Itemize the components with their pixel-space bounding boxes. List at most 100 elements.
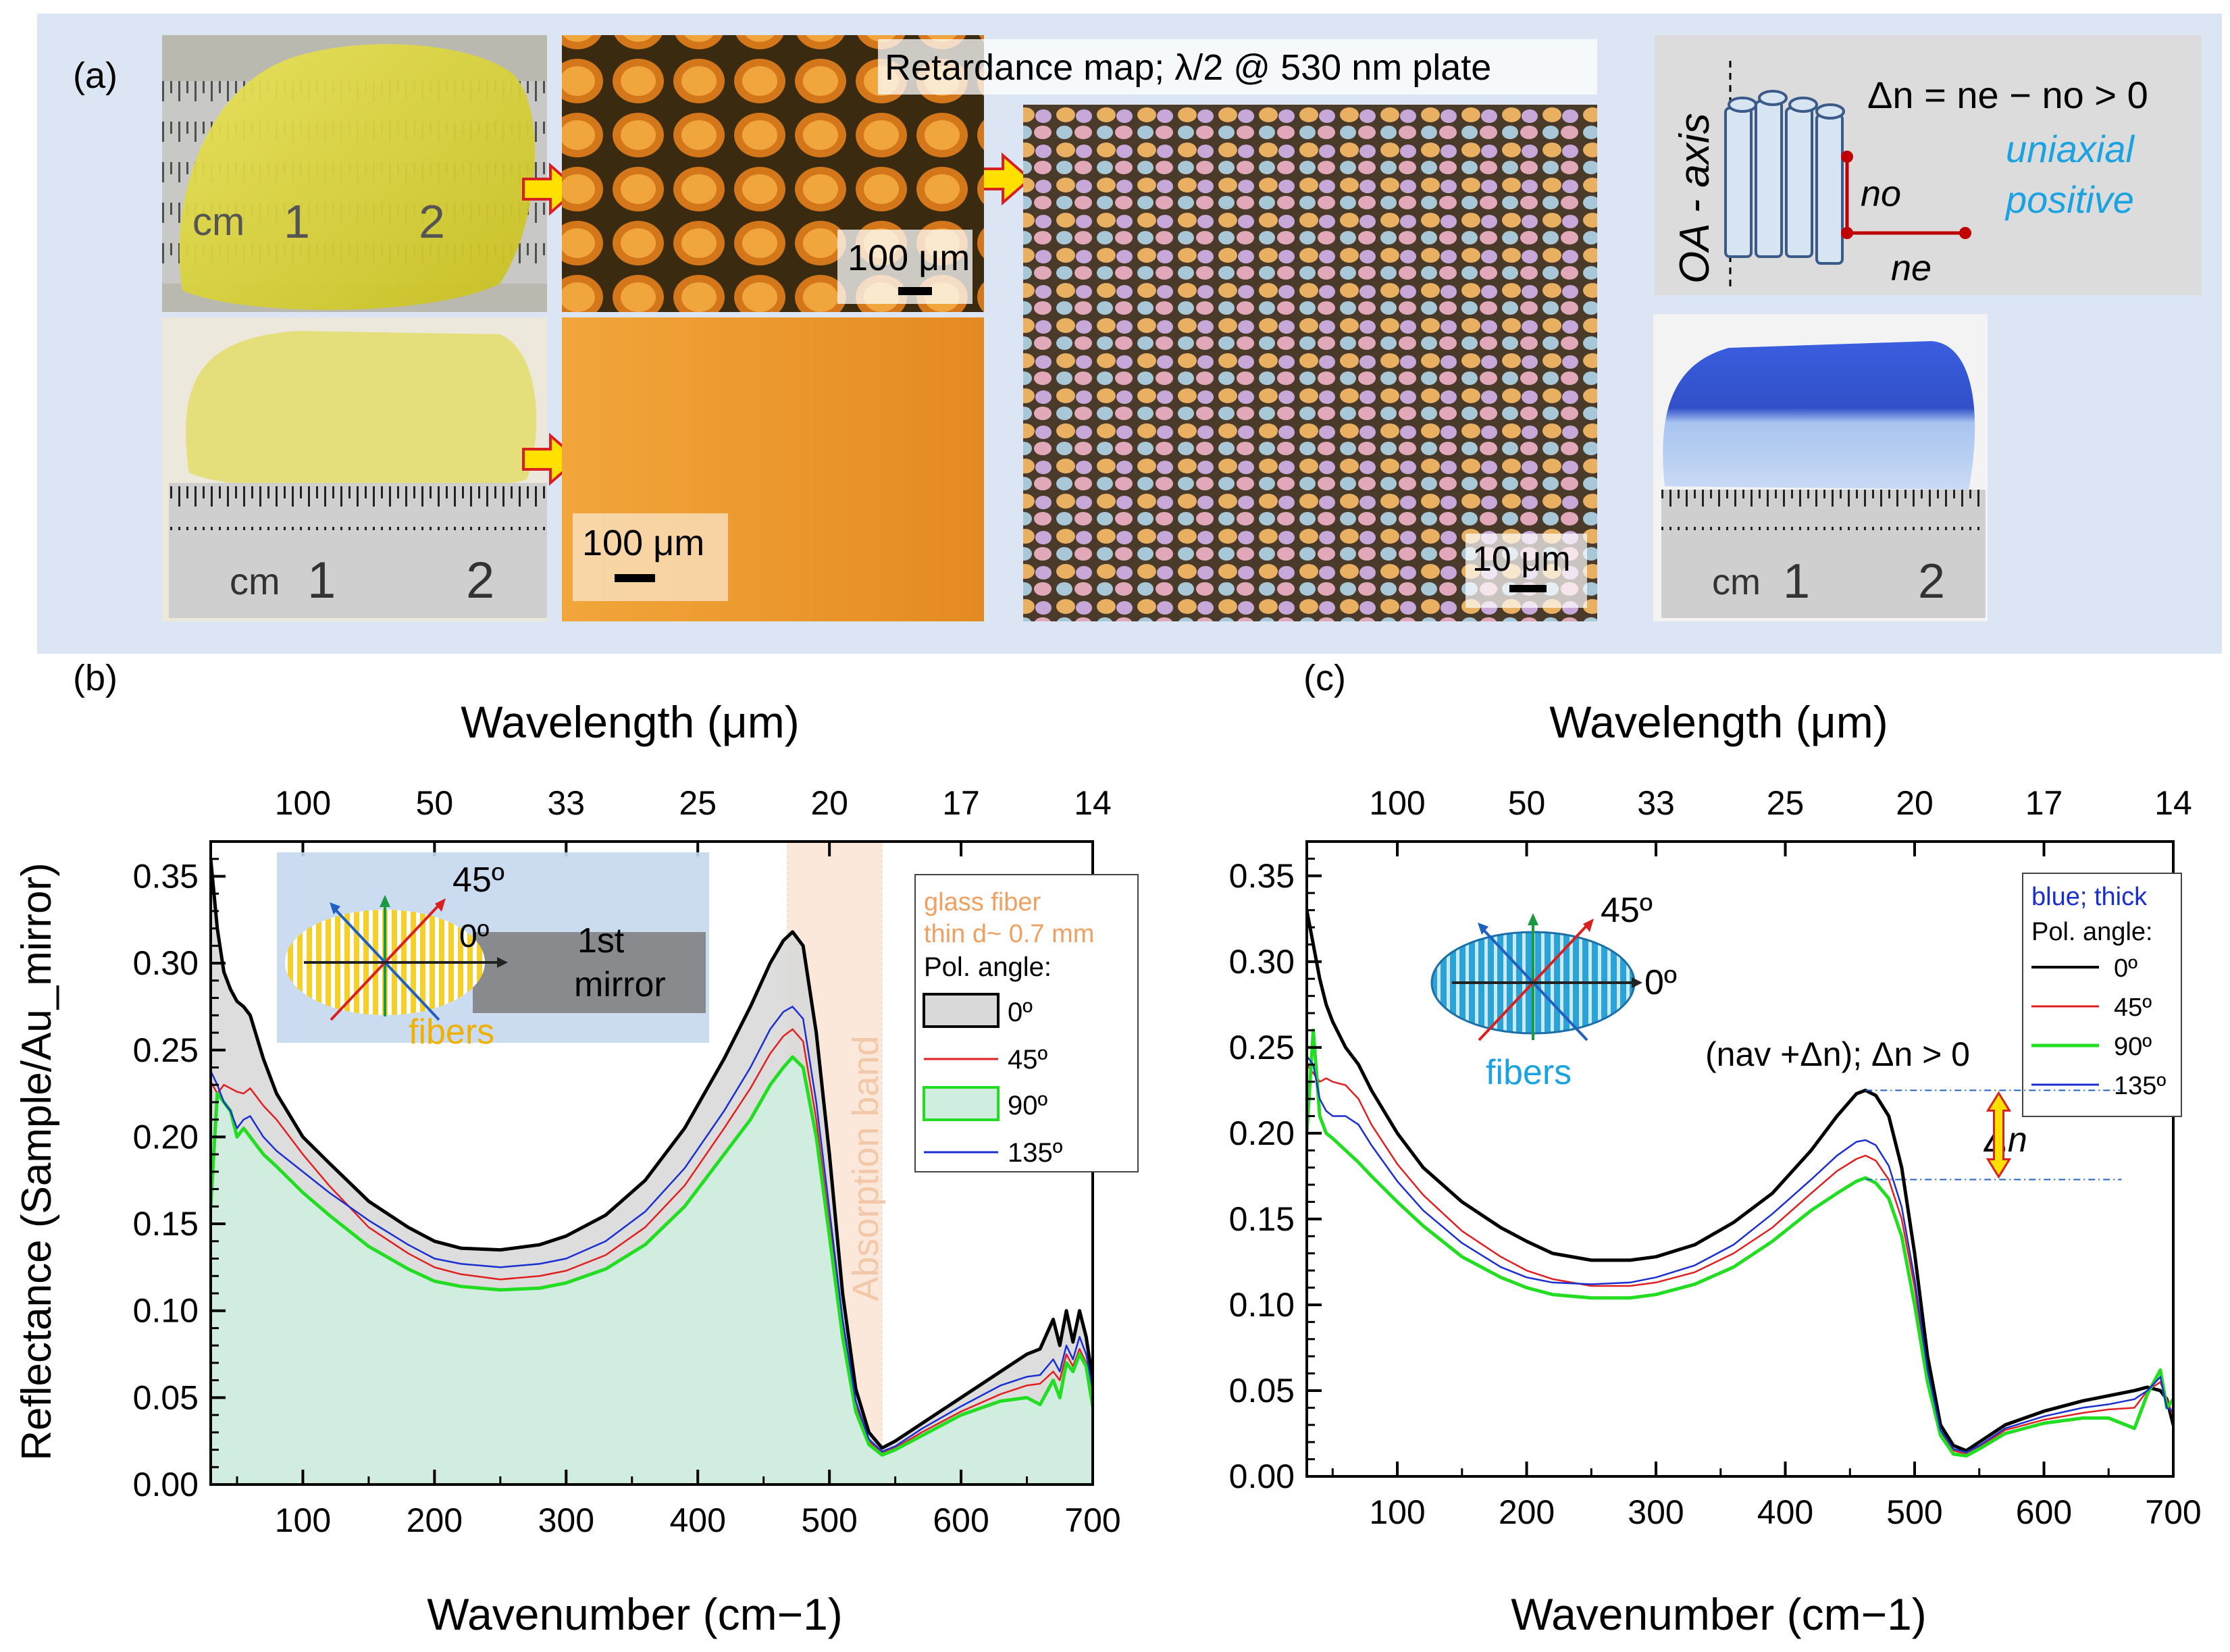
inset-c-fibers: fibers: [1486, 1053, 1572, 1092]
toptick-label-c-20: 20: [1896, 784, 1934, 822]
axis-arrow-135: [333, 907, 440, 1021]
retardance-label: Retardance map; λ/2 @ 530 nm plate: [885, 47, 1491, 88]
ytick-label-c-0.25: 0.25: [1229, 1029, 1295, 1066]
chart-b: (b) Wavelength (μm) 100 200 300 400 500 600 70…: [14, 658, 1139, 1639]
n-o-label: no: [1861, 174, 1901, 214]
ruler-unit-label-3: cm: [1712, 562, 1761, 602]
toptick-label-b-50: 50: [416, 784, 454, 822]
series-line-b-3: [211, 1006, 1093, 1453]
ruler-label-1: 1: [284, 195, 310, 248]
photo-yellow-glass-top: cm 1 2: [162, 35, 547, 312]
xtick-label-b-200: 200: [407, 1501, 463, 1539]
inset-b-angle-45: 45º: [452, 860, 504, 900]
ytick-label-c-0.35: 0.35: [1229, 857, 1295, 895]
series-fill-b-2: [211, 1057, 1093, 1485]
scale-bar-1: [898, 287, 932, 295]
legend-c-label-45: 45º: [2114, 993, 2152, 1022]
xtick-label-c-700: 700: [2145, 1493, 2201, 1531]
series-line-c-1: [1307, 1064, 2173, 1455]
annotation-text: (nav +Δn); Δn > 0: [1705, 1035, 1970, 1073]
inset-b-mirror-1st: 1st: [577, 921, 625, 960]
toptick-label-c-17: 17: [2025, 784, 2063, 822]
xtick-label-c-500: 500: [1886, 1493, 1942, 1531]
ruler-label-2-b: 2: [466, 552, 494, 609]
chart-b-top-xlabel: Wavelength (μm): [461, 697, 799, 747]
annotation-delta-n: Δn: [1983, 1120, 2027, 1160]
toptick-label-b-17: 17: [942, 784, 980, 822]
xtick-label-c-100: 100: [1369, 1493, 1425, 1531]
fiber-bundle-icon: [1724, 90, 1845, 265]
chart-c-inset: 45º 0º fibers: [1430, 891, 1677, 1092]
toptick-label-c-50: 50: [1508, 784, 1546, 822]
inset-c-angle-45: 45º: [1601, 891, 1653, 930]
inset-c-angle-0: 0º: [1644, 963, 1677, 1002]
ruler-label-1-b: 1: [307, 552, 336, 609]
retardance-label-box: Retardance map; λ/2 @ 530 nm plate: [878, 39, 1597, 95]
chart-b-legend: glass fiber thin d~ 0.7 mm Pol. angle: 0…: [914, 874, 1139, 1172]
toptick-label-b-25: 25: [679, 784, 717, 822]
toptick-label-c-25: 25: [1767, 784, 1805, 822]
scale-bar-label-3: 10 μm: [1472, 540, 1571, 579]
oa-axis-label: OA - axis: [1671, 113, 1718, 284]
ruler-label-1-c: 1: [1783, 554, 1810, 609]
scale-bar-label-1: 100 μm: [848, 238, 970, 278]
chart-b-inset: 45º 0º fibers 1st mirror: [277, 852, 709, 1052]
legend-b-title-2: thin d~ 0.7 mm: [924, 920, 1094, 948]
chart-c-plot-frame: [1305, 840, 2175, 1478]
retardance-map: 10 μm: [1023, 105, 1597, 621]
xtick-label-b-700: 700: [1064, 1501, 1120, 1539]
toptick-label-b-33: 33: [547, 784, 585, 822]
scale-bar-3: [1509, 585, 1547, 592]
ruler-unit-label: cm: [192, 200, 244, 244]
uniaxial-label: uniaxial: [2006, 128, 2135, 170]
chart-c-legend: blue; thick Pol. angle: 0º 45º 90º 135º: [2022, 873, 2182, 1117]
chart-c-top-xlabel: Wavelength (μm): [1549, 697, 1888, 747]
n-e-label: ne: [1891, 248, 1931, 288]
toptick-label-c-14: 14: [2154, 784, 2192, 822]
ruler-unit-label-2: cm: [230, 560, 280, 602]
xtick-label-b-100: 100: [275, 1501, 331, 1539]
xtick-label-c-300: 300: [1628, 1493, 1684, 1531]
positive-label: positive: [2004, 178, 2134, 221]
photo-yellow-glass-side: cm 1 2: [162, 317, 547, 621]
ytick-label-b-0.00: 0.00: [133, 1466, 199, 1503]
scale-bar-2: [615, 574, 655, 582]
legend-b-pol-title: Pol. angle:: [924, 952, 1052, 982]
delta-n-annotation: (nav +Δn); Δn > 0 Δn: [1705, 1035, 2027, 1160]
series-line-c-3: [1307, 1055, 2173, 1453]
legend-b-label-0: 0º: [1008, 998, 1033, 1027]
legend-b-swatch-0: [923, 993, 1000, 1028]
ytick-label-c-0.15: 0.15: [1229, 1200, 1295, 1238]
legend-b-label-135: 135º: [1008, 1138, 1063, 1168]
legend-b-swatch-90: [923, 1086, 1000, 1121]
ytick-label-b-0.20: 0.20: [133, 1118, 199, 1156]
ytick-label-b-0.25: 0.25: [133, 1031, 199, 1069]
toptick-label-b-14: 14: [1074, 784, 1112, 822]
chart-c-xlabel: Wavenumber (cm−1): [1511, 1589, 1927, 1639]
ytick-label-c-0.30: 0.30: [1229, 943, 1295, 981]
ytick-label-b-0.05: 0.05: [133, 1378, 199, 1416]
legend-c-pol-title: Pol. angle:: [2031, 918, 2153, 946]
toptick-label-c-33: 33: [1637, 784, 1675, 822]
oa-axis-schematic: OA - axis no ne Δn = ne − no > 0 uniaxia…: [1655, 35, 2202, 295]
axis-arrow-135-c: [1481, 927, 1588, 1041]
series-line-c-2: [1307, 1028, 2173, 1458]
chart-b-ylabel: Reflectance (Sample/Au_mirror): [14, 862, 60, 1461]
legend-b-title-1: glass fiber: [924, 888, 1041, 917]
ytick-label-b-0.15: 0.15: [133, 1205, 199, 1243]
inset-b-fibers: fibers: [409, 1012, 494, 1052]
legend-b-label-45: 45º: [1008, 1045, 1047, 1075]
panel-a: (a) cm 1 2 cm 1 2: [37, 14, 2222, 654]
chart-c: (c) Wavelength (μm) 100 200 300 400 500 600 70…: [1229, 658, 2202, 1639]
ruler-label-2-c: 2: [1918, 554, 1945, 609]
photo-blue-glass: cm 1 2: [1653, 314, 1988, 621]
legend-c-label-0: 0º: [2114, 954, 2137, 983]
absorption-band-label: Absorption band: [846, 1035, 886, 1301]
toptick-label-c-100: 100: [1369, 784, 1425, 822]
toptick-label-b-100: 100: [275, 784, 331, 822]
delta-n-formula: Δn = ne − no > 0: [1867, 74, 2148, 116]
ytick-label-b-0.10: 0.10: [133, 1292, 199, 1330]
ytick-label-c-0.20: 0.20: [1229, 1114, 1295, 1152]
xtick-label-b-500: 500: [801, 1501, 857, 1539]
ytick-label-c-0.00: 0.00: [1229, 1457, 1295, 1495]
